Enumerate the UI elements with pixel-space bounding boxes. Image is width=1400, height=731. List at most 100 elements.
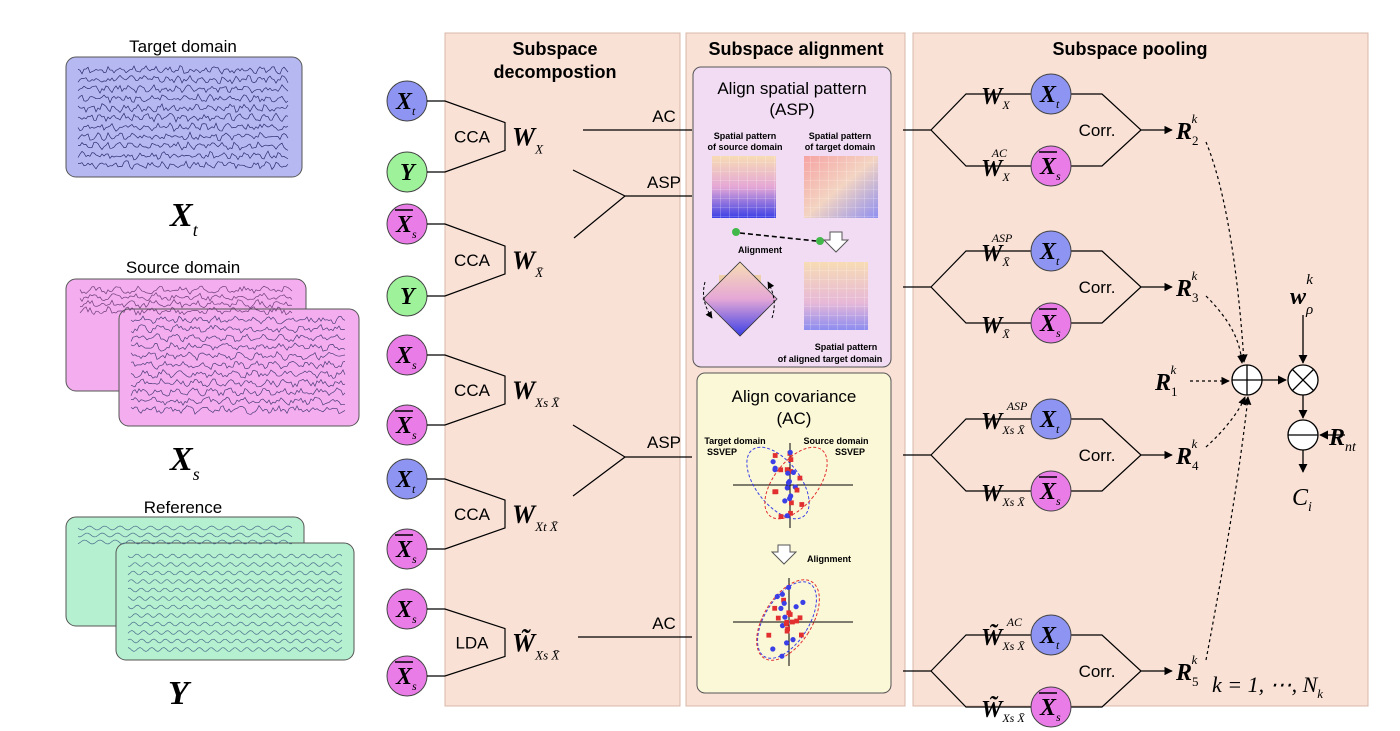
target-domain-group: Target domain Xt [65,37,303,240]
asp-source-label-1: Spatial pattern [714,131,777,141]
method-label: CCA [454,505,491,524]
input-circle: Xs [386,203,428,245]
input-circle: Xs [386,588,428,630]
pooling-source-circle: Xs [1030,145,1072,187]
input-symbol: Xs [395,413,417,442]
svg-text:Xs: Xs [1039,154,1061,183]
svg-text:Xs: Xs [1039,311,1061,340]
subtract-node [1287,419,1319,451]
input-symbol: Y [400,160,417,186]
method-label: CCA [454,128,491,147]
k-range: k = 1, ⋯, Nk [1212,672,1323,701]
asp-aligned-label-2: of aligned target domain [778,354,883,364]
ac-target-label-2: SSVEP [707,447,737,457]
source-eeg-waves [79,285,346,415]
input-circle: Xt [386,80,428,122]
asp-target-label-1: Spatial pattern [809,131,872,141]
ac-title-line2: (AC) [777,409,812,428]
asp-alignment-arrow [822,231,850,253]
connection-label-1: AC [652,107,676,126]
reference-symbol: Y [168,675,192,712]
asp-rotated-pattern [702,261,778,337]
asp-green-dot-1 [732,228,740,236]
result-dashed-links [1205,141,1252,661]
connection-label-4: AC [652,614,676,633]
input-circles: Xt Y Xs Y Xs Xs Xt Xs Xs Xs [386,80,428,697]
pooling-title: Subspace pooling [1052,39,1207,59]
svg-text:Xt: Xt [1039,239,1060,268]
ac-source-label-2: SSVEP [835,447,865,457]
svg-text:Xt: Xt [1039,82,1060,111]
svg-text:Xs: Xs [1039,479,1061,508]
r-nt-symbol: Rnt [1328,425,1357,455]
decomposition-panel [444,32,681,707]
target-domain-box [65,56,303,178]
connection-label-2: ASP [647,173,681,192]
method-wedge: CCA [427,354,506,426]
method-label: LDA [455,634,489,653]
input-circle: Xs [386,334,428,376]
input-circle: Xs [386,655,428,697]
input-symbol: Xt [395,89,416,118]
input-circle: Y [386,275,428,317]
pooling-target-circle: Xt [1030,73,1072,115]
method-wedge: CCA [427,223,506,297]
svg-text:Xt: Xt [1039,407,1060,436]
reference-group: Reference Y [65,498,355,712]
pooling-result: R5k [1175,652,1199,689]
ac-scatter-after [733,578,853,666]
input-circle: Xt [386,458,428,500]
source-domain-title: Source domain [126,258,240,277]
ac-alignment-arrow [770,544,798,565]
target-eeg-waves [77,65,289,171]
pooling-result: R3k [1175,268,1199,305]
alignment-to-pooling-lines [903,129,931,672]
r1-symbol: R1k [1154,362,1178,399]
reference-sine-waves [77,525,343,652]
connection-label-3: ASP [647,433,681,452]
decomposition-methods: CCA CCA CCA CCA LDA [427,100,506,677]
ac-box: Align covariance (AC) Target domain SSVE… [696,372,892,694]
pooling-source-circle: Xs [1030,686,1072,728]
corr-label: Corr. [1079,278,1116,297]
ac-title-line1: Align covariance [732,387,857,406]
svg-text:Xt: Xt [1039,623,1060,652]
pooling-target-circle: Xt [1030,230,1072,272]
method-wedge: LDA [427,608,506,677]
target-domain-title: Target domain [129,37,237,56]
input-symbol: Xs [395,597,417,626]
source-domain-group: Source domain Xs [65,258,360,484]
svg-text:Xs: Xs [1039,695,1061,724]
pooling-source-circle: Xs [1030,302,1072,344]
multiply-node [1287,364,1319,396]
sum-node [1231,364,1263,396]
input-circle: Y [386,151,428,193]
input-symbol: Xt [395,467,416,496]
ac-alignment-label: Alignment [807,554,851,564]
asp-alignment-label: Alignment [738,245,782,255]
input-symbol: Y [400,284,417,310]
method-wedge: CCA [427,100,506,173]
corr-label: Corr. [1079,446,1116,465]
ac-source-label-1: Source domain [803,436,868,446]
asp-green-dot-2 [816,237,824,245]
asp-title-line2: (ASP) [769,100,814,119]
input-symbol: Xs [395,343,417,372]
method-wedge: CCA [427,478,506,550]
weight-rho-symbol: wρk [1290,272,1313,318]
input-symbol: Xs [395,537,417,566]
source-domain-symbol: Xs [169,441,200,484]
pooling-target-circle: Xt [1030,398,1072,440]
input-symbol: Xs [395,212,417,241]
method-label: CCA [454,251,491,270]
corr-label: Corr. [1079,121,1116,140]
asp-target-label-2: of target domain [805,142,876,152]
method-label: CCA [454,381,491,400]
target-domain-symbol: Xt [169,197,199,240]
asp-title-line1: Align spatial pattern [717,79,866,98]
decomposition-title-line2: decompostion [493,62,616,82]
output-symbol: Ci [1292,485,1312,515]
asp-source-label-2: of source domain [707,142,782,152]
pooling-target-circle: Xt [1030,614,1072,656]
